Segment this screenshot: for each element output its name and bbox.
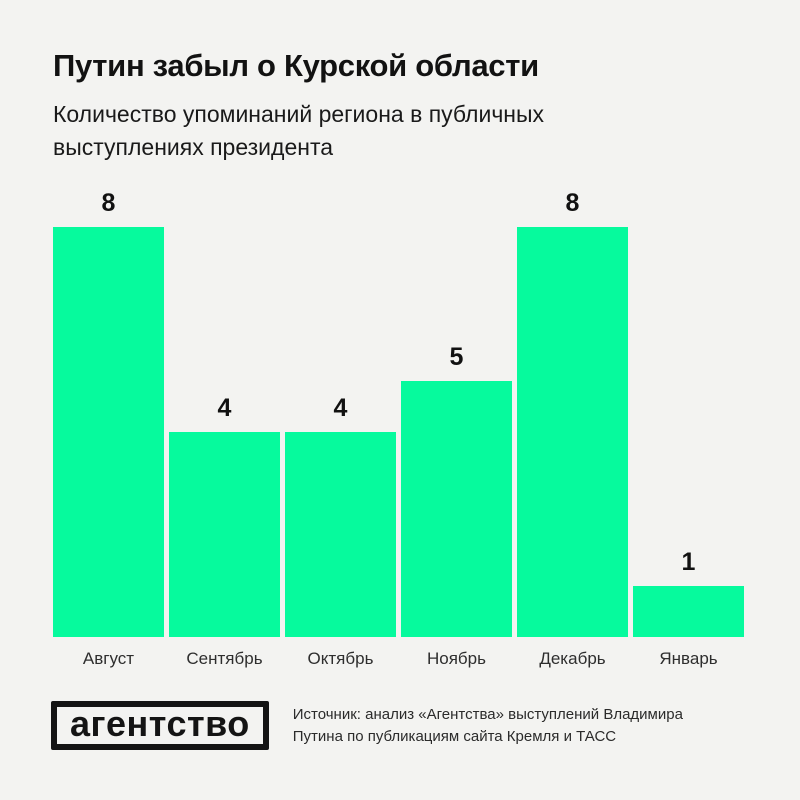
bar-month-label: Август [82,649,135,668]
source-note: Источник: анализ «Агентства» выступлений… [292,705,683,745]
bar-group: 5 Ноябрь [401,342,512,671]
page-title: Путин забыл о Курской области [53,48,539,83]
bar [169,432,280,637]
bar-month-label: Октябрь [307,649,374,668]
logo-text: агентство [70,703,250,744]
bar-group: 8 Декабрь [517,188,628,671]
bar-value-label: 4 [217,394,232,422]
bar [53,227,164,637]
bar-value-label: 1 [681,547,696,576]
bar [633,585,744,637]
bar-group: 4 Октябрь [285,393,396,671]
bar-value-label: 8 [101,189,116,217]
bar-month-label: Сентябрь [186,649,263,668]
bar-chart: 8 Август 4 Сентябрь 4 Октябрь 5 Ноябрь 8 Декабрь 1… [53,188,744,671]
page-subtitle: Количество упоминаний региона в публичны… [53,101,545,160]
bar [401,380,512,637]
bar [517,227,628,637]
bar-value-label: 4 [333,394,348,422]
bar-group: 1 Январь [633,547,744,671]
bar-group: 8 Август [53,188,164,671]
bar [285,432,396,637]
header: Путин забыл о Курской области Количество… [53,48,673,164]
bar-month-label: Декабрь [539,649,606,668]
agentstvo-logo: агентство [51,701,269,750]
bar-value-label: 5 [449,342,464,371]
bar-month-label: Ноябрь [427,649,486,668]
bar-month-label: Январь [659,649,718,668]
bar-value-label: 8 [565,189,580,217]
bar-group: 4 Сентябрь [169,393,280,671]
footer: агентство Источник: анализ «Агентства» в… [51,701,693,750]
